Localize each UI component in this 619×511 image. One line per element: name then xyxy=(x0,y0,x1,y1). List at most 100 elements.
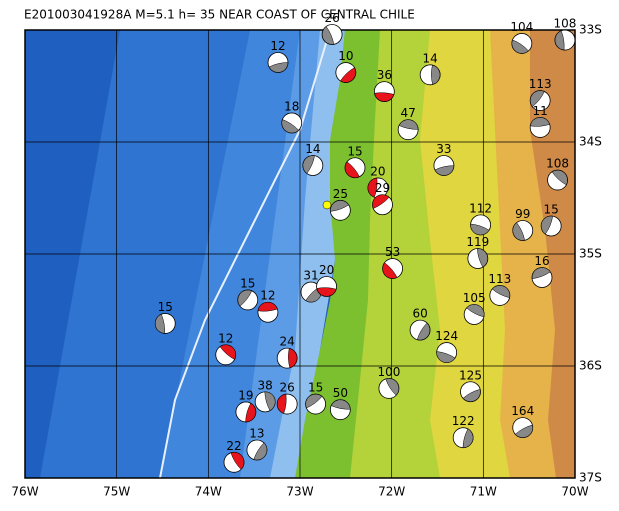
beachball xyxy=(267,52,289,73)
depth-label: 16 xyxy=(534,254,549,268)
depth-label: 14 xyxy=(423,51,438,65)
beachball-quadrant xyxy=(512,222,525,241)
beachball xyxy=(547,169,568,191)
beachball xyxy=(512,220,534,241)
beachball xyxy=(460,381,481,403)
beachball xyxy=(215,344,237,366)
beachball xyxy=(378,377,400,399)
depth-label: 125 xyxy=(459,368,482,382)
beachball-quadrant xyxy=(398,119,419,130)
beachball xyxy=(305,393,326,415)
depth-label: 15 xyxy=(158,300,173,314)
depth-label: 22 xyxy=(226,439,241,453)
beachball-quadrant xyxy=(268,62,289,73)
depth-label: 53 xyxy=(385,245,400,259)
beachball xyxy=(276,393,298,415)
depth-label: 15 xyxy=(240,276,255,290)
depth-label: 36 xyxy=(377,68,392,82)
depth-label: 50 xyxy=(333,386,348,400)
depth-label: 26 xyxy=(280,381,295,395)
beachball xyxy=(344,157,366,179)
depth-label: 12 xyxy=(218,331,233,345)
beachball xyxy=(531,267,553,288)
beachball xyxy=(470,214,491,236)
beachball-quadrant xyxy=(372,194,390,209)
beachball xyxy=(257,301,279,323)
beachball xyxy=(254,391,276,413)
y-tick-label: 34S xyxy=(579,135,602,149)
beachball-quadrant xyxy=(511,39,529,54)
beachball-quadrant xyxy=(374,92,395,102)
map-title: E201003041928A M=5.1 h= 35 NEAR COAST OF… xyxy=(24,8,415,22)
depth-label: 12 xyxy=(270,39,285,53)
beachball-quadrant xyxy=(288,348,298,369)
depth-label: 99 xyxy=(515,207,530,221)
depth-label: 105 xyxy=(463,291,486,305)
depth-label: 119 xyxy=(466,235,489,249)
events xyxy=(154,24,576,473)
epicenter xyxy=(322,200,332,210)
depth-label: 12 xyxy=(260,289,275,303)
depth-label: 10 xyxy=(338,49,353,63)
beachball-quadrant xyxy=(551,169,568,186)
beachball-quadrant xyxy=(477,248,488,268)
depth-label: 24 xyxy=(280,335,295,349)
beachball-quadrant xyxy=(382,262,398,279)
beachball xyxy=(321,24,343,45)
depth-label: 60 xyxy=(412,307,427,321)
beachball xyxy=(554,29,576,51)
depth-label: 20 xyxy=(370,164,385,178)
depth-label: 25 xyxy=(333,187,348,201)
beachball xyxy=(329,399,351,421)
beachball-quadrant xyxy=(367,177,378,198)
depth-label: 47 xyxy=(401,106,416,120)
beachball xyxy=(276,347,298,369)
beachball xyxy=(316,276,337,297)
depth-label: 15 xyxy=(308,381,323,395)
beachball-quadrant xyxy=(530,117,551,127)
beachball-quadrant xyxy=(276,393,287,414)
y-tick-label: 35S xyxy=(579,247,602,261)
depth-label: 164 xyxy=(511,404,534,418)
beachball-quadrant xyxy=(237,289,253,307)
depth-label: 100 xyxy=(377,365,400,379)
x-tick-label: 73W xyxy=(286,485,313,499)
beachball xyxy=(397,119,419,141)
depth-label: 113 xyxy=(488,272,511,286)
beachball-quadrant xyxy=(554,30,565,51)
beachball xyxy=(373,81,395,102)
beachball xyxy=(329,199,351,221)
depth-label: 26 xyxy=(324,11,339,25)
depth-label: 122 xyxy=(452,414,475,428)
beachball-quadrant xyxy=(466,304,485,318)
beachball xyxy=(433,155,455,176)
beachball xyxy=(246,439,268,461)
beachball xyxy=(452,427,474,449)
beachball-quadrant xyxy=(462,388,481,402)
beachball-quadrant xyxy=(344,161,360,178)
depth-label: 104 xyxy=(510,20,533,34)
depth-label: 33 xyxy=(436,142,451,156)
beachball xyxy=(463,304,485,325)
beachball xyxy=(529,90,551,111)
beachball xyxy=(372,194,393,216)
y-tick-label: 33S xyxy=(579,23,602,37)
beachball xyxy=(223,451,245,473)
y-tick-label: 37S xyxy=(579,471,602,485)
x-tick-label: 70W xyxy=(561,485,588,499)
beachball-quadrant xyxy=(431,64,441,85)
depth-label: 38 xyxy=(258,378,273,392)
beachball xyxy=(419,64,441,86)
beachball-quadrant xyxy=(257,301,278,312)
map-frame xyxy=(24,29,576,479)
beachball-quadrant xyxy=(340,67,357,83)
depth-label: 108 xyxy=(553,17,576,31)
beachball-quadrant xyxy=(253,442,268,461)
x-tick-label: 72W xyxy=(378,485,405,499)
depth-label: 11 xyxy=(533,104,548,118)
depth-label: 18 xyxy=(284,99,299,113)
beachball xyxy=(436,342,458,363)
beachball-quadrant xyxy=(385,378,400,396)
beachball-quadrant xyxy=(462,428,474,448)
beachball xyxy=(489,285,511,306)
